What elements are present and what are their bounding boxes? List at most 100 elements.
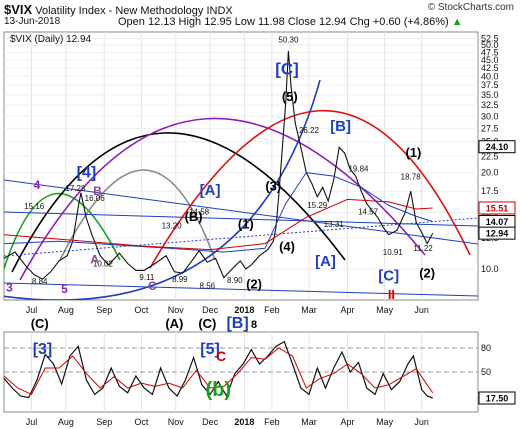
x-tick-label: May	[376, 305, 394, 315]
osc-x-tick-label: Feb	[264, 417, 280, 427]
wave-label: (5)	[282, 89, 298, 104]
osc-x-tick-label: Nov	[168, 417, 185, 427]
value-badge-label: 14.07	[486, 217, 509, 227]
osc-value-badge-label: 17.50	[486, 394, 509, 404]
osc-x-tick-label: Jun	[414, 417, 429, 427]
price-label: 17.28	[65, 184, 86, 193]
osc-x-tick-label: 2018	[234, 417, 254, 427]
y-tick-label: 17.5	[481, 186, 499, 196]
price-label: 16.06	[85, 194, 106, 203]
y-tick-label: 20.0	[481, 168, 499, 178]
exchange-label: INDX	[206, 5, 233, 17]
vix-moving-average-short	[3, 172, 433, 253]
wave-label: [4]	[77, 165, 97, 182]
x-tick-label: Oct	[134, 305, 149, 315]
between-panel-label: [B]	[226, 315, 248, 332]
value-badge-label: 15.51	[486, 203, 509, 213]
green-cycle-arc	[4, 192, 121, 272]
header-title: $VIX Volatility Index - New Methodology …	[4, 2, 233, 17]
wave-label: A	[90, 253, 99, 267]
price-label: 8.99	[172, 275, 188, 284]
x-tick-label: Sep	[96, 305, 112, 315]
y-tick-label: 42.5	[481, 63, 499, 73]
gray-cycle-arc	[59, 169, 216, 261]
wave-label: [C]	[275, 60, 299, 79]
price-label: 50.30	[278, 35, 299, 44]
brand-watermark: © StockCharts.com	[427, 2, 514, 13]
price-label: 26.22	[299, 126, 320, 135]
value-badge-label: 12.94	[486, 229, 509, 239]
y-tick-label: 35.0	[481, 90, 499, 100]
vix-moving-average-long	[3, 198, 433, 251]
wave-label: II	[388, 287, 395, 302]
price-label: 13.31	[324, 220, 345, 229]
osc-x-tick-label: Sep	[96, 417, 112, 427]
between-panel-label: (C)	[198, 316, 216, 331]
price-label: 8.84	[32, 277, 48, 286]
y-tick-label: 30.0	[481, 111, 499, 121]
chart-date: 13-Jun-2018	[4, 16, 61, 27]
y-tick-label: 10.0	[481, 264, 499, 274]
wave-label: (1)	[405, 145, 421, 160]
value-badge	[478, 140, 516, 154]
wave-label: [B]	[330, 118, 351, 135]
osc-value-badge	[478, 391, 516, 405]
y-tick-label: 45.0	[481, 55, 499, 65]
osc-x-tick-label: Dec	[202, 417, 219, 427]
value-badge	[478, 201, 516, 215]
price-label: 14.58	[189, 208, 210, 217]
wave-label: 4	[34, 178, 41, 192]
osc-x-tick-label: May	[376, 417, 394, 427]
wave-label: (2)	[246, 276, 262, 291]
x-tick-label: Feb	[264, 305, 280, 315]
value-badge-label: 24.10	[486, 142, 509, 152]
x-tick-label: 2018	[234, 305, 254, 315]
wave-label: [A]	[315, 253, 336, 270]
y-tick-label: 32.5	[481, 100, 499, 110]
vix-price-line	[3, 50, 434, 280]
between-panel-label: (A)	[165, 316, 183, 331]
trend-line-lower	[4, 282, 478, 297]
y-tick-label: 50.0	[481, 40, 499, 50]
wave-label: (1)	[238, 216, 254, 231]
between-panel-label: (C)	[31, 316, 49, 331]
price-label: 15.29	[307, 201, 328, 210]
x-tick-label: Dec	[202, 305, 219, 315]
price-label: 9.11	[139, 273, 155, 282]
wave-label: [A]	[200, 182, 221, 199]
price-label: 19.84	[348, 165, 369, 174]
price-label: 11.22	[413, 244, 433, 253]
between-panel-label: [3]	[33, 341, 53, 358]
up-arrow-icon: ▲	[451, 16, 463, 28]
chart-header: $VIX Volatility Index - New Methodology …	[0, 0, 520, 30]
wave-label: 5	[61, 282, 68, 296]
x-tick-label: Mar	[301, 305, 317, 315]
value-badge	[478, 226, 516, 240]
osc-x-tick-label: Aug	[58, 417, 74, 427]
wave-label: (B)	[185, 209, 203, 224]
x-tick-label: Apr	[340, 305, 354, 315]
wave-label: (4)	[279, 239, 295, 254]
x-tick-label: Jul	[26, 305, 38, 315]
red-cycle-arc	[149, 109, 471, 269]
main-panel-frame	[3, 31, 479, 301]
price-label: 14.57	[358, 208, 379, 217]
symbol-label: $VIX	[4, 2, 33, 17]
osc-x-tick-label: Jul	[26, 417, 38, 427]
y-tick-label: 37.5	[481, 80, 499, 90]
index-name: Volatility Index - New Methodology	[35, 5, 204, 17]
price-label: 15.16	[24, 202, 45, 211]
oscillator-signal-line	[3, 347, 434, 396]
wave-label: 3	[6, 281, 13, 295]
osc-y-tick-label: 80	[481, 343, 491, 353]
between-panel-label: 8	[251, 319, 257, 331]
y-tick-label: 27.5	[481, 123, 499, 133]
y-tick-label: 47.5	[481, 47, 499, 57]
osc-wave-label: (b)	[206, 379, 232, 401]
price-label: 18.78	[401, 172, 422, 181]
y-tick-label: 40.0	[481, 71, 499, 81]
trend-line-middle	[4, 211, 478, 227]
price-label: 10.02	[93, 260, 114, 269]
osc-x-tick-label: Oct	[134, 417, 149, 427]
